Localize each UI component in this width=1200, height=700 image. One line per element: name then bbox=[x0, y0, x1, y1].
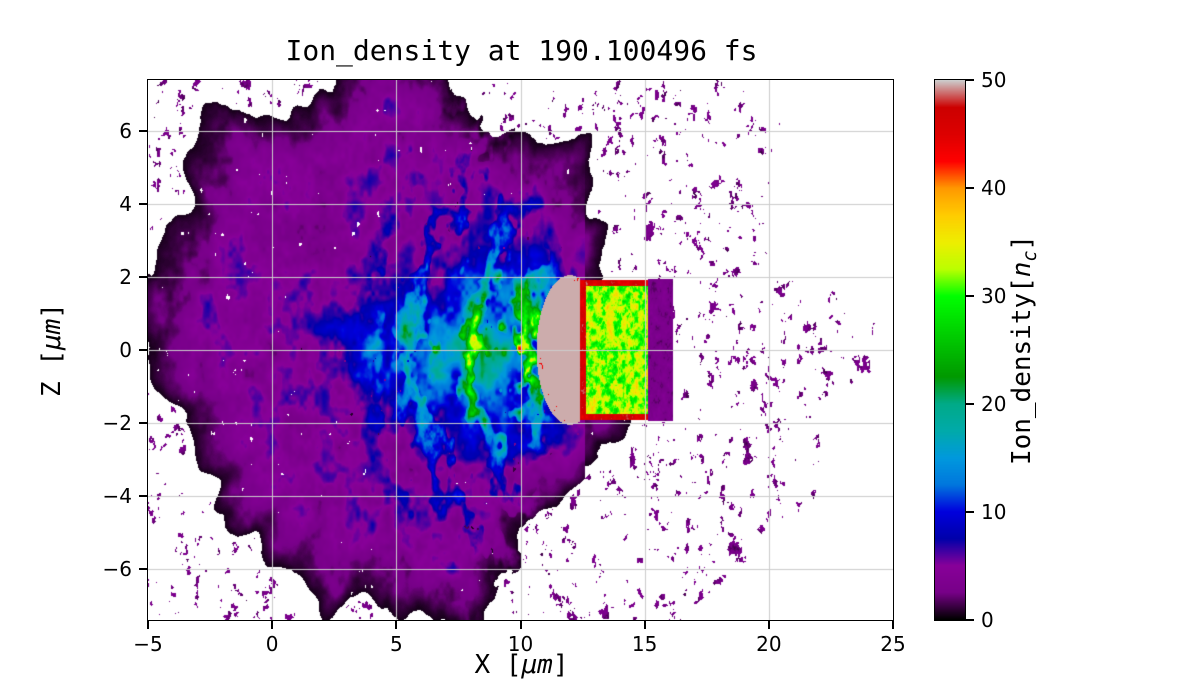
colorbar-tick bbox=[966, 619, 974, 621]
colorbar-tick bbox=[966, 295, 974, 297]
x-axis-label-close: ] bbox=[552, 650, 569, 680]
y-tick bbox=[139, 421, 147, 424]
colorbar-tick-label: 0 bbox=[981, 608, 994, 632]
y-tick bbox=[139, 349, 147, 351]
y-tick-label: −4 bbox=[102, 483, 132, 508]
colorbar-tick bbox=[966, 511, 974, 513]
y-tick bbox=[139, 276, 147, 279]
x-tick-label: 20 bbox=[756, 632, 782, 656]
colorbar-tick-label: 20 bbox=[981, 392, 1007, 416]
y-tick bbox=[139, 494, 147, 497]
y-axis-label: Z [μm] bbox=[37, 303, 67, 397]
y-tick-label: 0 bbox=[119, 338, 132, 362]
y-tick-label: −6 bbox=[102, 556, 132, 581]
x-tick-label: 10 bbox=[507, 632, 534, 656]
x-tick bbox=[767, 621, 770, 629]
x-tick-label: 5 bbox=[389, 632, 403, 656]
colorbar-tick bbox=[966, 403, 974, 405]
y-axis-label-unit: μm bbox=[37, 318, 67, 350]
y-tick bbox=[139, 130, 147, 133]
colorbar-tick bbox=[966, 79, 974, 81]
x-tick bbox=[892, 621, 894, 629]
colorbar-tick-label: 30 bbox=[981, 284, 1007, 308]
colorbar bbox=[934, 79, 966, 621]
y-tick bbox=[139, 203, 147, 206]
y-tick-label: 4 bbox=[119, 192, 132, 217]
x-axis-label-text: X [ bbox=[474, 650, 522, 680]
colorbar-label: Ion_density[nc] bbox=[1007, 235, 1041, 465]
y-axis: 6 4 2 0 −2 −4 −6 bbox=[85, 80, 147, 620]
y-tick-label: 2 bbox=[119, 265, 132, 290]
x-tick-label: −5 bbox=[133, 632, 163, 656]
x-tick bbox=[271, 621, 274, 629]
x-axis-label: X [μm] bbox=[148, 650, 895, 680]
x-tick-label: 25 bbox=[880, 632, 906, 656]
y-tick-label: −2 bbox=[102, 410, 132, 435]
colorbar-tick-label: 50 bbox=[981, 68, 1007, 92]
x-axis: −5 0 5 10 15 20 25 bbox=[133, 621, 906, 665]
plot-area bbox=[147, 79, 894, 621]
x-tick bbox=[147, 621, 149, 629]
x-axis-label-unit: μm bbox=[521, 650, 553, 680]
colorbar-gradient-canvas bbox=[935, 80, 965, 620]
colorbar-tick bbox=[966, 187, 974, 189]
y-axis-label-close: ] bbox=[37, 303, 67, 319]
chart-title: Ion_density at 190.100496 fs bbox=[285, 34, 758, 67]
colorbar-label-symbol: n bbox=[1006, 261, 1037, 278]
colorbar-label-text: Ion_density[ bbox=[1006, 277, 1037, 466]
y-axis-label-text: Z [ bbox=[37, 350, 67, 397]
colorbar-label-close: ] bbox=[1006, 234, 1037, 251]
colorbar-tick-label: 10 bbox=[981, 500, 1007, 524]
x-tick-label: 15 bbox=[631, 632, 658, 656]
colorbar-tick-label: 40 bbox=[981, 176, 1007, 200]
heatmap-canvas bbox=[148, 80, 893, 620]
y-tick-label: 6 bbox=[119, 119, 132, 144]
x-tick bbox=[519, 621, 522, 629]
x-tick bbox=[395, 621, 398, 629]
x-tick-label: 0 bbox=[265, 632, 279, 656]
y-tick bbox=[139, 567, 147, 570]
x-tick bbox=[643, 621, 646, 629]
colorbar-label-subscript: c bbox=[1020, 250, 1042, 262]
colorbar-axis: 0 10 20 30 40 50 bbox=[966, 68, 1036, 632]
